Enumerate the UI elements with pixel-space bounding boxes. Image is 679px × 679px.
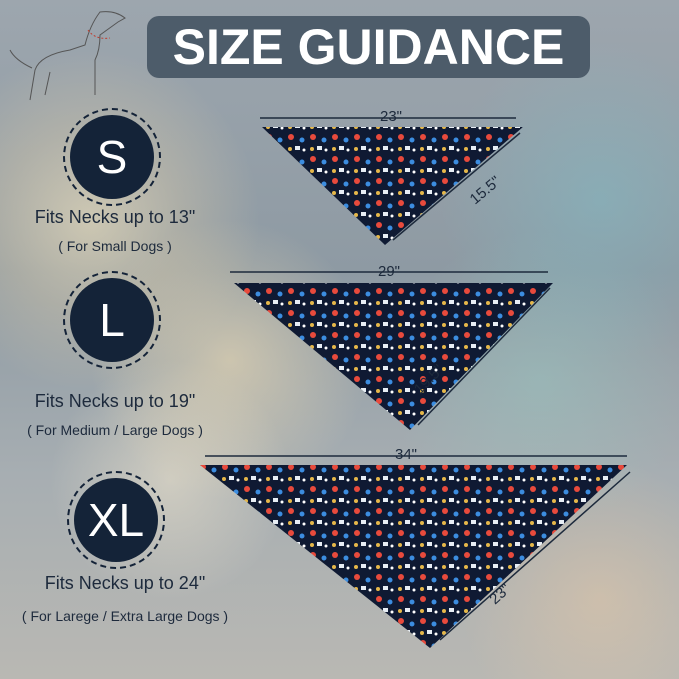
xl-width-label: 34" [395, 446, 417, 463]
fit-text-xl: Fits Necks up to 24" [44, 573, 206, 593]
fit-text-l: Fits Necks up to 19" [34, 391, 196, 411]
small-width-label: 23" [380, 108, 402, 125]
size-badge-l: L [63, 271, 161, 369]
dimension-lines [205, 117, 631, 641]
large-width-label: 29" [378, 263, 400, 280]
note-text-s: ( For Small Dogs ) [58, 238, 172, 254]
size-badge-s: S [63, 108, 161, 206]
fit-text-s: Fits Necks up to 13" [34, 207, 196, 227]
small-height-label: 15.5" [467, 173, 504, 208]
bandana-xl [200, 465, 627, 648]
bandana-small [262, 127, 523, 245]
note-text-xl: ( For Larege / Extra Large Dogs ) [21, 608, 229, 624]
dog-outline-icon [9, 11, 126, 101]
note-text-l: ( For Medium / Large Dogs ) [27, 422, 203, 438]
bandana-large [234, 283, 553, 430]
size-badge-xl: XL [67, 471, 165, 569]
page-title: SIZE GUIDANCE [147, 16, 590, 78]
